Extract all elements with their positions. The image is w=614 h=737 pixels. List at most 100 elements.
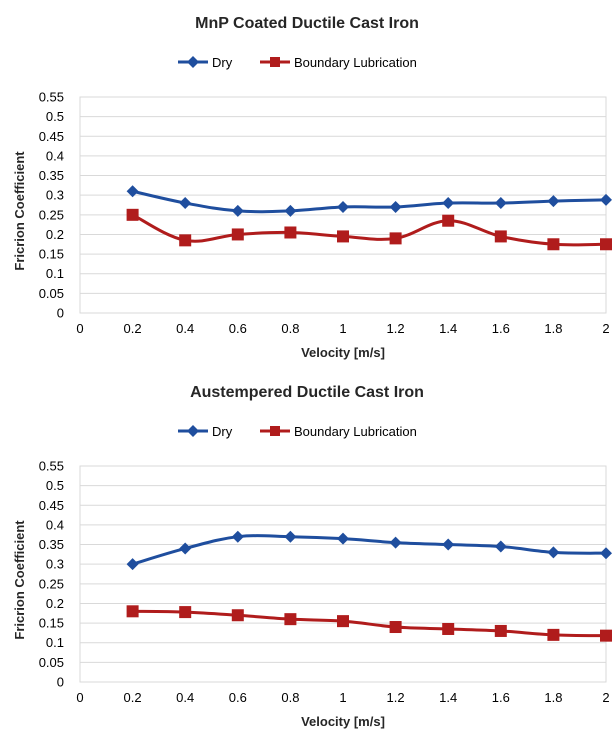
data-point-boundary-lubrication bbox=[547, 238, 560, 251]
x-tick-label: 2 bbox=[602, 321, 609, 336]
y-tick-label: 0.05 bbox=[39, 655, 64, 670]
legend-label-boundary-lubrication: Boundary Lubrication bbox=[294, 55, 417, 70]
data-point-boundary-lubrication bbox=[600, 238, 612, 251]
data-point-dry bbox=[600, 547, 612, 560]
data-point-dry bbox=[547, 546, 560, 559]
data-point-dry bbox=[494, 197, 507, 210]
x-tick-label: 1.4 bbox=[439, 690, 457, 705]
data-point-dry bbox=[547, 195, 560, 208]
y-tick-label: 0.4 bbox=[46, 517, 64, 532]
x-tick-label: 1.6 bbox=[492, 690, 510, 705]
y-tick-label: 0.5 bbox=[46, 478, 64, 493]
y-tick-label: 0.1 bbox=[46, 266, 64, 281]
y-tick-label: 0.2 bbox=[46, 227, 64, 242]
data-point-boundary-lubrication bbox=[179, 606, 192, 619]
y-tick-label: 0.3 bbox=[46, 557, 64, 572]
legend-marker-boundary-lubrication bbox=[270, 426, 280, 436]
data-point-boundary-lubrication bbox=[179, 234, 192, 247]
x-tick-label: 1.2 bbox=[387, 690, 405, 705]
y-axis-label: Fricrion Coefficient bbox=[12, 151, 27, 271]
legend-marker-dry bbox=[187, 56, 199, 68]
y-tick-label: 0.15 bbox=[39, 616, 64, 631]
legend: Dry Boundary Lubrication bbox=[178, 424, 417, 439]
legend-label-dry: Dry bbox=[212, 55, 233, 70]
plot-area bbox=[79, 465, 607, 683]
data-point-boundary-lubrication bbox=[494, 624, 507, 637]
x-tick-label: 1.4 bbox=[439, 321, 457, 336]
data-point-boundary-lubrication bbox=[231, 228, 244, 241]
data-point-boundary-lubrication bbox=[547, 628, 560, 641]
friction-chart-mnp-coated: MnP Coated Ductile Cast Iron Dry Boundary … bbox=[12, 15, 612, 360]
data-point-dry bbox=[337, 200, 349, 213]
data-point-boundary-lubrication bbox=[389, 621, 402, 634]
x-tick-label: 0.2 bbox=[124, 321, 142, 336]
x-tick-label: 0.2 bbox=[124, 690, 142, 705]
y-tick-label: 0.2 bbox=[46, 596, 64, 611]
x-tick-label: 0.4 bbox=[176, 690, 194, 705]
data-point-boundary-lubrication bbox=[337, 230, 349, 243]
y-tick-label: 0.35 bbox=[39, 168, 64, 183]
data-point-dry bbox=[389, 200, 402, 213]
data-point-dry bbox=[389, 536, 402, 549]
data-point-boundary-lubrication bbox=[389, 232, 402, 245]
series-line-boundary-lubrication bbox=[131, 213, 607, 247]
y-tick-label: 0.45 bbox=[39, 129, 64, 144]
y-tick-label: 0.4 bbox=[46, 148, 64, 163]
x-tick-label: 0.4 bbox=[176, 321, 194, 336]
x-tick-label: 1.6 bbox=[492, 321, 510, 336]
chart-panel-bottom: Austempered Ductile Cast Iron Dry Boundary… bbox=[0, 369, 614, 737]
data-point-dry bbox=[442, 197, 455, 210]
data-point-dry bbox=[231, 530, 244, 543]
y-tick-label: 0.25 bbox=[39, 207, 64, 222]
data-point-dry bbox=[600, 193, 612, 206]
x-tick-label: 0 bbox=[76, 321, 83, 336]
data-point-dry bbox=[284, 530, 297, 543]
x-axis-label: Velocity [m/s] bbox=[301, 345, 385, 360]
y-tick-label: 0.25 bbox=[39, 576, 64, 591]
x-tick-label: 0 bbox=[76, 690, 83, 705]
series-line-dry bbox=[132, 534, 607, 566]
y-tick-label: 0.5 bbox=[46, 109, 64, 124]
data-point-dry bbox=[337, 532, 349, 545]
data-point-dry bbox=[494, 540, 507, 553]
x-tick-label: 0.8 bbox=[281, 321, 299, 336]
chart-title: Austempered Ductile Cast Iron bbox=[190, 384, 424, 401]
data-point-boundary-lubrication bbox=[600, 629, 612, 642]
x-tick-label: 0.8 bbox=[281, 690, 299, 705]
chart-title: MnP Coated Ductile Cast Iron bbox=[195, 15, 419, 32]
y-axis-label: Fricrion Coefficient bbox=[12, 520, 27, 640]
y-tick-label: 0.05 bbox=[39, 286, 64, 301]
y-tick-label: 0.15 bbox=[39, 247, 64, 262]
series-line-boundary-lubrication bbox=[132, 609, 607, 638]
x-tick-label: 2 bbox=[602, 690, 609, 705]
y-tick-label: 0.55 bbox=[39, 459, 64, 474]
x-axis-label: Velocity [m/s] bbox=[301, 714, 385, 729]
x-tick-label: 1.8 bbox=[544, 690, 562, 705]
data-point-dry bbox=[126, 558, 139, 571]
legend-label-boundary-lubrication: Boundary Lubrication bbox=[294, 424, 417, 439]
legend: Dry Boundary Lubrication bbox=[178, 55, 417, 70]
data-point-dry bbox=[442, 538, 455, 551]
legend-marker-boundary-lubrication bbox=[270, 57, 280, 67]
data-point-dry bbox=[284, 204, 297, 217]
friction-chart-austempered: Austempered Ductile Cast Iron Dry Boundary… bbox=[12, 384, 612, 729]
x-tick-label: 1 bbox=[339, 690, 346, 705]
x-tick-label: 1.8 bbox=[544, 321, 562, 336]
y-tick-label: 0 bbox=[57, 675, 64, 690]
data-point-boundary-lubrication bbox=[126, 605, 139, 618]
chart-panel-top: MnP Coated Ductile Cast Iron Dry Boundary … bbox=[0, 0, 614, 368]
x-tick-label: 0.6 bbox=[229, 690, 247, 705]
data-point-dry bbox=[179, 197, 192, 210]
data-point-boundary-lubrication bbox=[494, 230, 507, 243]
data-point-boundary-lubrication bbox=[442, 214, 455, 227]
y-tick-label: 0.45 bbox=[39, 498, 64, 513]
data-point-boundary-lubrication bbox=[126, 208, 139, 221]
data-point-boundary-lubrication bbox=[337, 615, 349, 628]
x-tick-label: 1 bbox=[339, 321, 346, 336]
y-tick-label: 0.55 bbox=[39, 90, 64, 105]
y-tick-label: 0.3 bbox=[46, 188, 64, 203]
x-tick-label: 1.2 bbox=[387, 321, 405, 336]
x-tick-label: 0.6 bbox=[229, 321, 247, 336]
data-point-boundary-lubrication bbox=[231, 609, 244, 622]
data-point-dry bbox=[126, 185, 139, 198]
